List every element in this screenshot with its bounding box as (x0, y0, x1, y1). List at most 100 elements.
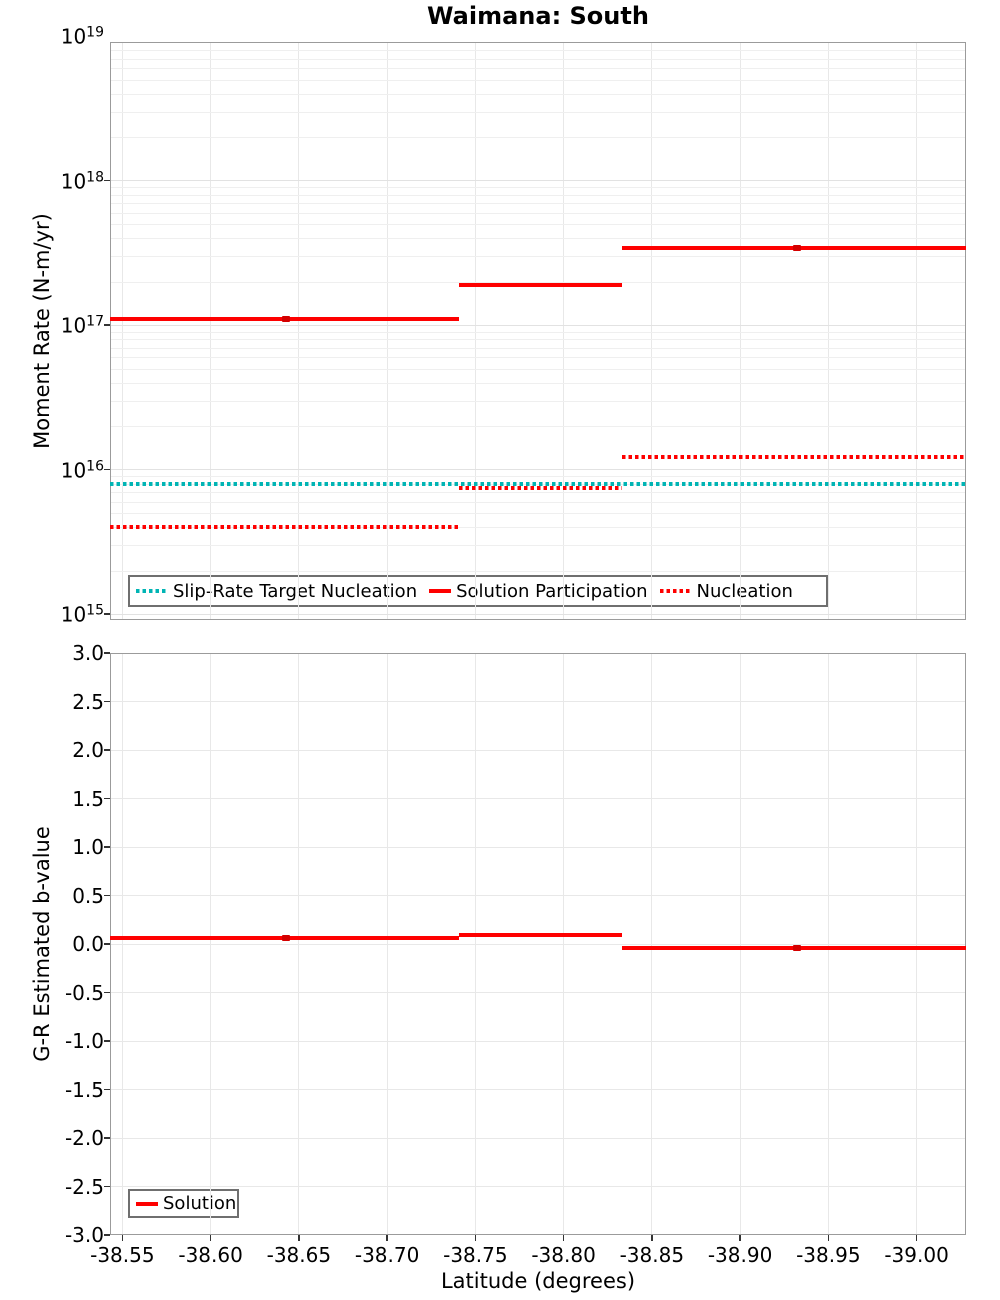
grid-line-horizontal (111, 846, 965, 848)
y-tick-label-linear: -1.0 (64, 1029, 104, 1053)
grid-line-log-minor (111, 224, 965, 226)
x-tick-label: -38.90 (707, 1243, 773, 1267)
y-axis-tick (104, 749, 110, 751)
grid-line-log-minor (111, 545, 965, 547)
grid-line-log-minor (111, 382, 965, 384)
x-axis-tick (915, 1235, 918, 1241)
y-tick-exponent: 17 (86, 313, 104, 330)
y-tick-exponent: 15 (86, 602, 104, 619)
x-axis-tick (562, 1235, 565, 1241)
y-axis-tick (104, 324, 110, 326)
grid-line-horizontal (111, 1137, 965, 1139)
y-axis-tick (104, 1234, 110, 1236)
grid-line-horizontal (111, 895, 965, 896)
grid-line-vertical (121, 43, 123, 619)
grid-line-log-minor (111, 357, 965, 359)
y-tick-label-linear: -1.5 (64, 1077, 104, 1102)
moment-rate-axis-label: Moment Rate (N-m/yr) (30, 213, 54, 449)
series-segment-slip-rate-target-nucleation (110, 481, 966, 486)
x-axis-tick (474, 1235, 477, 1241)
grid-line-log-minor (111, 93, 965, 95)
grid-line-log-minor (111, 68, 965, 70)
y-axis-tick (104, 797, 110, 800)
y-axis-tick (104, 894, 110, 897)
y-tick-label-log: 1019 (60, 24, 104, 49)
x-axis-tick (209, 1235, 212, 1241)
grid-line-log-minor (111, 137, 965, 139)
series-junction-mark-solution (282, 935, 291, 942)
y-axis-tick (104, 943, 110, 945)
grid-line-log-minor (111, 212, 965, 214)
series-junction-mark-solution-participation (792, 244, 801, 251)
grid-line-log-minor (111, 111, 965, 113)
y-axis-tick (104, 846, 110, 848)
grid-line-log-minor (111, 256, 965, 258)
grid-line-log-minor (111, 194, 965, 196)
y-axis-tick (104, 613, 110, 615)
legend-item-solution: Solution (136, 1193, 236, 1214)
chart-title: Waimana: South (427, 2, 649, 30)
grid-line-log-minor (111, 513, 965, 515)
y-axis-tick (104, 468, 110, 471)
series-junction-mark-solution-participation (282, 316, 291, 323)
series-segment-solution-participation (459, 282, 622, 287)
x-tick-label: -38.60 (178, 1243, 243, 1267)
grid-line-log-minor (111, 347, 965, 349)
grid-line-vertical (386, 43, 388, 619)
legend-swatch-nucleation (659, 589, 692, 593)
grid-line-vertical (651, 43, 653, 619)
grid-line-log-minor (111, 238, 965, 240)
y-tick-exponent: 19 (86, 24, 104, 41)
x-tick-label: -38.70 (354, 1243, 420, 1267)
grid-line-horizontal (111, 701, 965, 702)
x-axis-tick (121, 1235, 124, 1241)
y-axis-tick (104, 1088, 110, 1091)
legend-item-nucleation: Nucleation (659, 581, 793, 602)
latitude-axis-label: Latitude (degrees) (440, 1269, 636, 1293)
grid-line-log-minor (111, 501, 965, 503)
grid-line-vertical (563, 43, 565, 619)
series-segment-nucleation (459, 485, 622, 490)
y-tick-label-linear: -2.5 (64, 1174, 104, 1199)
y-tick-label-linear: 3.0 (72, 641, 104, 665)
b-value-legend: Solution (128, 1189, 239, 1218)
grid-line-horizontal (111, 943, 965, 945)
grid-line-vertical (298, 43, 300, 619)
y-tick-label-linear: 0.5 (72, 883, 104, 908)
grid-line-log-minor (111, 527, 965, 529)
x-tick-label: -38.95 (796, 1243, 861, 1267)
x-tick-label: -38.75 (443, 1243, 508, 1267)
legend-label-solution: Solution (163, 1193, 237, 1214)
grid-line-log-major (111, 613, 965, 615)
grid-line-vertical (739, 43, 741, 619)
x-axis-tick (651, 1235, 653, 1241)
y-axis-tick (104, 1185, 110, 1188)
y-tick-label-linear: 2.0 (72, 738, 104, 762)
x-tick-label: -39.00 (884, 1243, 949, 1267)
grid-line-log-major (111, 469, 965, 471)
grid-line-horizontal (111, 1040, 965, 1042)
y-axis-tick (104, 1040, 110, 1042)
grid-line-log-minor (111, 476, 965, 478)
x-tick-label: -38.80 (531, 1243, 596, 1267)
grid-line-log-minor (111, 281, 965, 283)
grid-line-log-major (111, 324, 965, 326)
grid-line-log-major (111, 180, 965, 182)
grid-line-log-minor (111, 368, 965, 370)
grid-line-log-minor (111, 50, 965, 52)
legend-label-slip-rate-target-nucleation: Slip-Rate Target Nucleation (173, 580, 418, 602)
y-axis-tick (104, 700, 110, 703)
y-axis-tick (104, 991, 110, 994)
grid-line-horizontal (111, 992, 965, 993)
legend-swatch-solution-participation (429, 589, 452, 593)
y-tick-label-log: 1017 (60, 313, 104, 338)
grid-line-log-minor (111, 339, 965, 341)
grid-line-log-minor (111, 203, 965, 205)
grid-line-vertical (916, 43, 918, 619)
legend-item-slip-rate-target-nucleation: Slip-Rate Target Nucleation (136, 581, 417, 602)
grid-line-log-minor (111, 426, 965, 428)
b-value-axis-label: G-R Estimated b-value (30, 826, 54, 1062)
y-tick-label-log: 1015 (60, 602, 104, 627)
x-axis-tick (827, 1235, 830, 1241)
moment-rate-plot (110, 42, 966, 620)
